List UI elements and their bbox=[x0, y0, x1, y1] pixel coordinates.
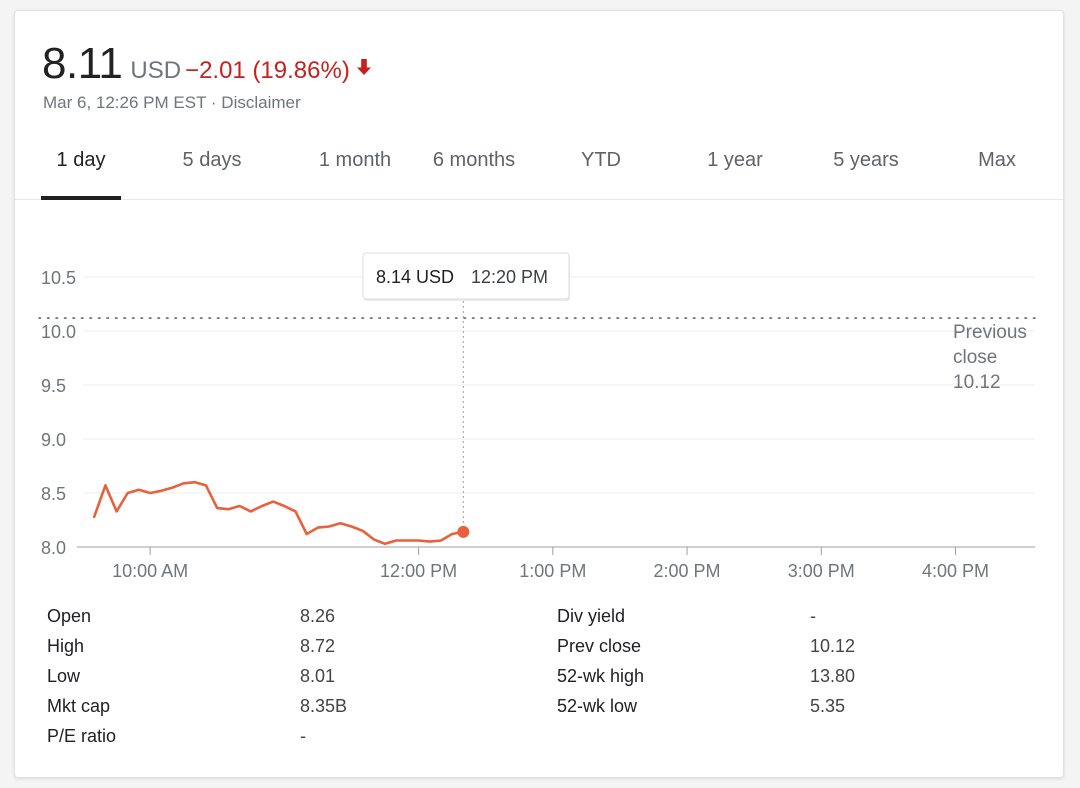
x-tick-label: 10:00 AM bbox=[112, 561, 188, 581]
price-series bbox=[92, 480, 465, 546]
tab-ytd[interactable]: YTD bbox=[581, 149, 621, 171]
previous-close-label-line: close bbox=[953, 347, 997, 368]
stat-value: - bbox=[810, 606, 816, 626]
tab-1-month[interactable]: 1 month bbox=[318, 149, 392, 171]
y-tick-label: 8.0 bbox=[41, 538, 66, 558]
stat-label: 52-wk low bbox=[557, 696, 638, 716]
stat-label: High bbox=[47, 636, 85, 656]
stat-label: Prev close bbox=[557, 636, 642, 656]
stat-value: 8.35B bbox=[300, 696, 348, 716]
hover-point bbox=[457, 525, 470, 538]
y-tick-label: 10.5 bbox=[41, 268, 76, 288]
price-line bbox=[92, 480, 465, 546]
meta-separator: · bbox=[210, 93, 217, 112]
tab-1-day[interactable]: 1 day bbox=[56, 149, 106, 171]
previous-close-label: Previous close 10.12 bbox=[953, 322, 1027, 393]
stat-value: 8.72 bbox=[300, 636, 336, 656]
tab-6-months[interactable]: 6 months bbox=[432, 149, 516, 171]
hover-cursor bbox=[457, 301, 470, 538]
y-tick-label: 10.0 bbox=[41, 322, 76, 342]
price-header: 8.11 USD −2.01 (19.86%) bbox=[42, 39, 372, 89]
disclaimer-link[interactable]: Disclaimer bbox=[221, 93, 301, 112]
y-tick-label: 9.5 bbox=[41, 376, 66, 396]
chart-grid bbox=[77, 276, 1035, 548]
quote-timestamp: Mar 6, 12:26 PM EST bbox=[43, 93, 207, 112]
stat-value: 8.26 bbox=[300, 606, 336, 626]
price-tooltip: 8.14 USD 12:20 PM bbox=[362, 252, 570, 301]
current-price: 8.11 bbox=[42, 39, 123, 88]
x-tick-label: 1:00 PM bbox=[519, 561, 586, 581]
x-tick-label: 12:00 PM bbox=[380, 561, 457, 581]
stat-label: Open bbox=[47, 606, 92, 626]
quote-meta: Mar 6, 12:26 PM EST · Disclaimer bbox=[43, 93, 301, 113]
y-tick-label: 9.0 bbox=[41, 430, 66, 450]
tab-5-years[interactable]: 5 years bbox=[833, 149, 899, 171]
x-axis: 10:00 AM 12:00 PM 1:00 PM 2:00 PM 3:00 PM 4:0… bbox=[112, 547, 989, 581]
stat-value: - bbox=[300, 726, 306, 746]
stat-value: 5.35 bbox=[810, 696, 846, 716]
x-tick-label: 4:00 PM bbox=[922, 561, 989, 581]
tooltip-time: 12:20 PM bbox=[471, 267, 548, 287]
y-axis: 8.0 8.5 9.0 9.5 10.0 10.5 bbox=[41, 268, 76, 558]
tooltip-value: 8.14 USD bbox=[376, 267, 454, 287]
stat-value: 10.12 bbox=[810, 636, 856, 656]
stat-label: Mkt cap bbox=[47, 696, 111, 716]
y-tick-label: 8.5 bbox=[41, 484, 66, 504]
tab-5-days[interactable]: 5 days bbox=[182, 149, 242, 171]
tab-max[interactable]: Max bbox=[978, 149, 1016, 171]
currency-label: USD bbox=[130, 57, 182, 84]
previous-close-label-line: Previous bbox=[953, 322, 1027, 343]
arrow-down-icon bbox=[356, 58, 372, 81]
stat-value: 13.80 bbox=[810, 666, 856, 686]
x-tick-label: 2:00 PM bbox=[654, 561, 721, 581]
stat-label: Div yield bbox=[557, 606, 626, 626]
stat-label: 52-wk high bbox=[557, 666, 645, 686]
previous-close-label-line: 10.12 bbox=[953, 372, 1001, 393]
price-change: −2.01 (19.86%) bbox=[185, 57, 350, 84]
active-tab-indicator bbox=[41, 196, 121, 200]
tooltip-box bbox=[362, 252, 570, 300]
stock-quote-card: 8.11 USD −2.01 (19.86%) Mar 6, 12:26 PM ES… bbox=[14, 10, 1064, 778]
x-tick-label: 3:00 PM bbox=[788, 561, 855, 581]
price-chart[interactable]: 8.0 8.5 9.0 9.5 10.0 10.5 10:00 AM 12:00 PM 1:0… bbox=[15, 211, 1063, 596]
stat-value: 8.01 bbox=[300, 666, 336, 686]
stat-label: Low bbox=[47, 666, 81, 686]
tab-1-year[interactable]: 1 year bbox=[707, 149, 763, 171]
stat-label: P/E ratio bbox=[47, 726, 117, 746]
range-tabs: 1 day 5 days 1 month 6 months YTD 1 year… bbox=[15, 141, 1063, 200]
